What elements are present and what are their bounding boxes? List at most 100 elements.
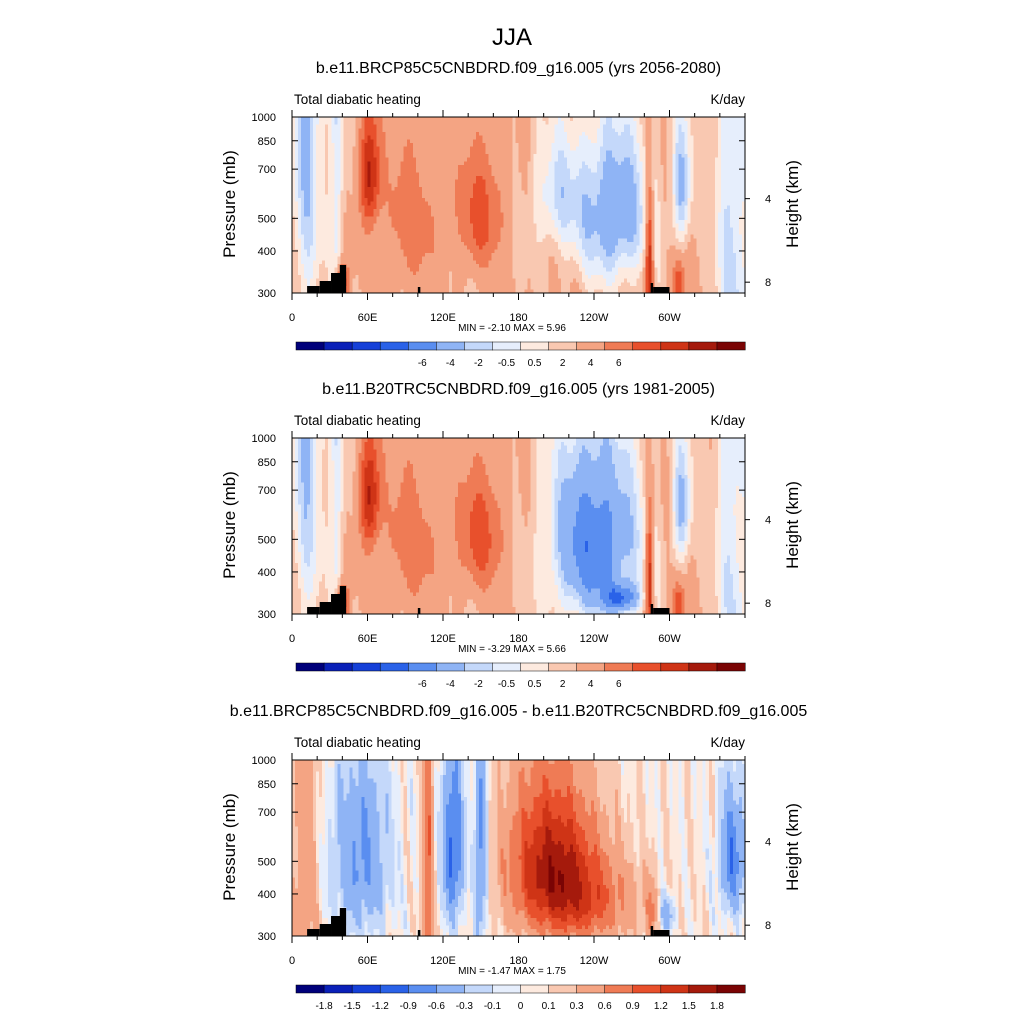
heatmap-cell	[615, 172, 619, 177]
heatmap-cell	[533, 227, 537, 232]
heatmap-cell	[609, 249, 613, 254]
heatmap-cell	[584, 238, 589, 243]
heatmap-cell	[560, 260, 565, 265]
heatmap-cell	[521, 183, 525, 188]
heatmap-cell	[491, 260, 495, 265]
heatmap-cell	[512, 205, 516, 210]
heatmap-cell	[663, 252, 667, 257]
heatmap-cell	[548, 263, 553, 268]
heatmap-cell	[455, 223, 459, 228]
heatmap-cell	[430, 271, 435, 276]
heatmap-cell	[557, 194, 562, 199]
heatmap-cell	[301, 234, 305, 239]
heatmap-cell	[720, 285, 725, 290]
heatmap-cell	[720, 238, 725, 243]
heatmap-cell	[735, 208, 740, 213]
heatmap-cell	[355, 205, 359, 210]
heatmap-cell	[572, 285, 577, 290]
heatmap-cell	[322, 263, 326, 268]
heatmap-cell	[590, 285, 595, 290]
heatmap-cell	[720, 249, 725, 254]
heatmap-cell	[636, 289, 640, 294]
heatmap-cell	[391, 274, 396, 279]
heatmap-cell	[391, 282, 396, 287]
heatmap-cell	[738, 267, 743, 272]
heatmap-cell	[400, 227, 405, 232]
heatmap-cell	[343, 186, 347, 191]
heatmap-cell	[738, 190, 743, 195]
heatmap-cell	[364, 190, 368, 195]
heatmap-cell	[385, 282, 389, 287]
heatmap-cell	[497, 223, 501, 228]
heatmap-cell	[735, 263, 740, 268]
heatmap-cell	[467, 194, 471, 199]
heatmap-cell	[512, 267, 516, 272]
heatmap-cell	[518, 212, 522, 217]
heatmap-cell	[488, 256, 492, 261]
heatmap-cell	[563, 194, 568, 199]
heatmap-cell	[675, 179, 679, 184]
heatmap-cell	[500, 205, 504, 210]
heatmap-cell	[548, 208, 553, 213]
heatmap-cell	[581, 223, 586, 228]
heatmap-cell	[621, 216, 625, 221]
heatmap-cell	[594, 285, 598, 290]
heatmap-cell	[575, 260, 580, 265]
heatmap-cell	[424, 227, 429, 232]
heatmap-cell	[443, 216, 447, 221]
heatmap-cell	[476, 230, 480, 235]
heatmap-cell	[687, 216, 691, 221]
heatmap-cell	[660, 208, 664, 213]
heatmap-cell	[500, 252, 504, 257]
heatmap-cell	[603, 208, 607, 213]
heatmap-cell	[346, 194, 350, 199]
heatmap-cell	[687, 282, 691, 287]
heatmap-cell	[681, 249, 685, 254]
heatmap-cell	[298, 241, 302, 246]
heatmap-cell	[702, 219, 707, 224]
heatmap-cell	[346, 208, 350, 213]
heatmap-cell	[521, 238, 525, 243]
heatmap-cell	[609, 263, 613, 268]
heatmap-cell	[524, 179, 528, 184]
heatmap-cell	[711, 172, 716, 177]
heatmap-cell	[292, 190, 296, 195]
heatmap-cell	[587, 219, 592, 224]
heatmap-cell	[313, 223, 317, 228]
heatmap-cell	[479, 186, 483, 191]
heatmap-cell	[663, 278, 667, 283]
heatmap-cell	[376, 289, 380, 294]
heatmap-cell	[430, 260, 435, 265]
heatmap-cell	[551, 208, 556, 213]
heatmap-cell	[316, 183, 320, 188]
heatmap-cell	[488, 194, 492, 199]
heatmap-cell	[313, 260, 317, 265]
heatmap-cell	[530, 285, 534, 290]
heatmap-cell	[343, 234, 347, 239]
heatmap-cell	[530, 230, 534, 235]
heatmap-cell	[488, 219, 492, 224]
heatmap-cell	[678, 256, 682, 261]
heatmap-cell	[470, 183, 474, 188]
heatmap-cell	[524, 212, 528, 217]
heatmap-cell	[536, 205, 540, 210]
heatmap-cell	[594, 216, 598, 221]
heatmap-cell	[524, 172, 528, 177]
heatmap-cell	[690, 201, 695, 206]
heatmap-cell	[373, 186, 377, 191]
heatmap-cell	[581, 267, 586, 272]
heatmap-cell	[654, 175, 658, 180]
heatmap-cell	[382, 216, 386, 221]
heatmap-cell	[446, 230, 450, 235]
heatmap-cell	[645, 263, 649, 268]
heatmap-cell	[482, 285, 486, 290]
heatmap-cell	[430, 267, 435, 272]
heatmap-cell	[594, 278, 598, 283]
heatmap-cell	[696, 271, 701, 276]
heatmap-cell	[711, 289, 716, 294]
heatmap-cell	[415, 186, 420, 191]
heatmap-cell	[494, 190, 498, 195]
heatmap-cell	[385, 256, 389, 261]
heatmap-cell	[566, 208, 571, 213]
heatmap-cell	[488, 271, 492, 276]
